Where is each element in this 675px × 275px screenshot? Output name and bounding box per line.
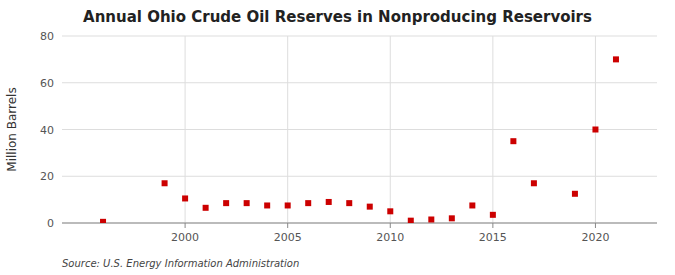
point	[490, 212, 496, 218]
x-tick-label: 2000	[171, 231, 199, 244]
x-tick	[595, 223, 596, 228]
y-grid-line	[62, 176, 657, 177]
x-tick	[185, 223, 186, 228]
x-grid-line	[492, 36, 493, 223]
y-axis-label: Million Barrels	[5, 87, 19, 171]
x-tick-label: 2005	[274, 231, 302, 244]
point	[613, 56, 619, 62]
point	[346, 200, 352, 206]
y-grid-line	[62, 223, 657, 224]
point	[264, 202, 270, 208]
y-grid-line	[62, 129, 657, 130]
point	[285, 202, 291, 208]
points	[100, 56, 619, 223]
y-tick-label: 40	[40, 124, 54, 137]
x-grid-line	[390, 36, 391, 223]
point	[531, 180, 537, 186]
y-tick-label: 0	[47, 217, 54, 230]
x-axis-line	[62, 223, 657, 224]
x-tick-label: 2015	[479, 231, 507, 244]
point	[223, 200, 229, 206]
point	[592, 127, 598, 133]
point	[387, 208, 393, 214]
point	[367, 204, 373, 210]
y-tick-label: 20	[40, 170, 54, 183]
x-tick	[287, 223, 288, 228]
point	[428, 216, 434, 222]
point	[469, 202, 475, 208]
x-tick-label: 2020	[581, 231, 609, 244]
point	[408, 218, 414, 223]
point	[244, 200, 250, 206]
y-grid-line	[62, 82, 657, 83]
x-tick	[390, 223, 391, 228]
point	[572, 191, 578, 197]
source-note: Source: U.S. Energy Information Administ…	[62, 258, 299, 269]
point	[203, 205, 209, 211]
x-tick-label: 2010	[376, 231, 404, 244]
y-tick-label: 60	[40, 77, 54, 90]
point	[326, 199, 332, 205]
point	[100, 219, 106, 223]
y-grid-line	[62, 36, 657, 37]
point	[305, 200, 311, 206]
x-grid-line	[185, 36, 186, 223]
x-grid-line	[287, 36, 288, 223]
x-tick	[492, 223, 493, 228]
title: Annual Ohio Crude Oil Reserves in Nonpro…	[83, 8, 592, 26]
point	[449, 215, 455, 221]
chart: Annual Ohio Crude Oil Reserves in Nonpro…	[0, 0, 675, 275]
point	[162, 180, 168, 186]
point	[510, 138, 516, 144]
grid	[62, 36, 657, 223]
point	[182, 195, 188, 201]
y-tick-label: 80	[40, 30, 54, 43]
